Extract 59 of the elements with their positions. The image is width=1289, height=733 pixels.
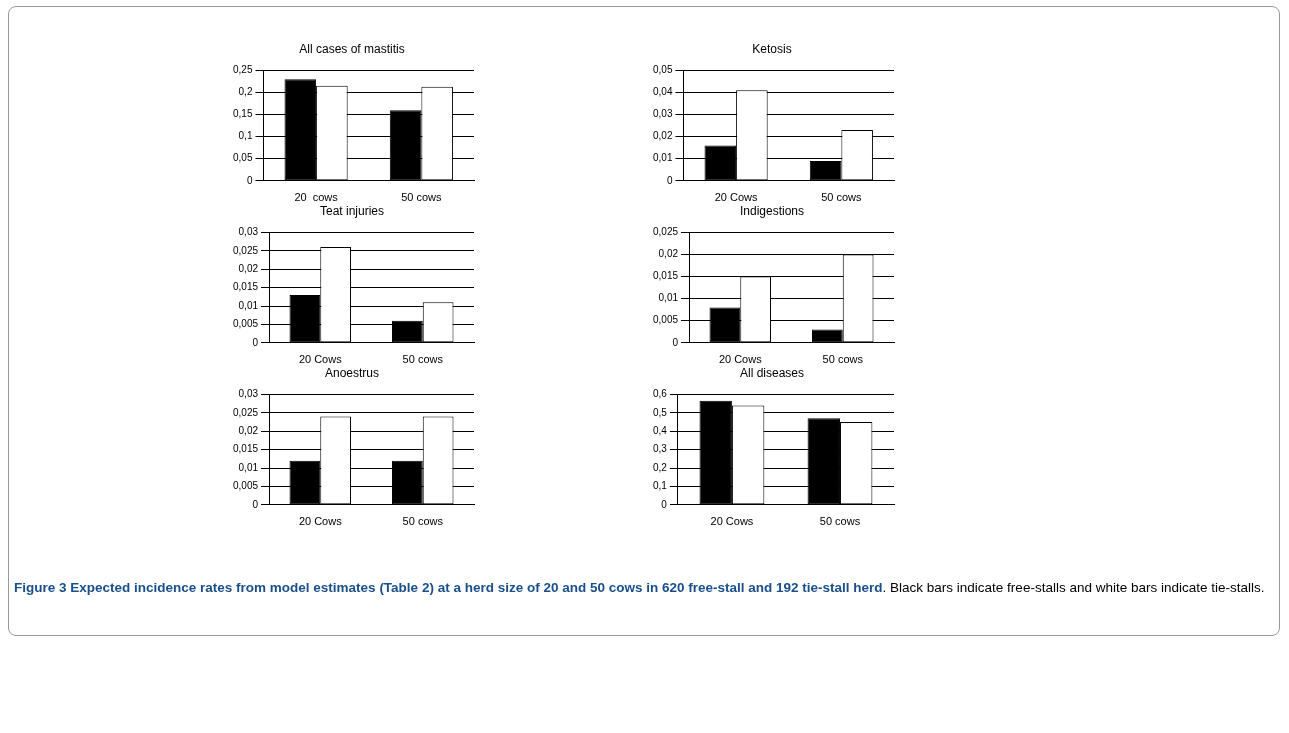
y-tick-label: 0,5 [653, 406, 668, 418]
chart-title: Anoestrus [324, 365, 380, 380]
x-tick-label: 20 cows [294, 191, 339, 204]
y-tick-label: 0,015 [232, 281, 259, 293]
y-tick-label: 0,005 [232, 318, 259, 330]
y-tick-label: 0,01 [658, 292, 679, 304]
y-tick-label: 0,015 [232, 443, 259, 455]
y-tick-label: 0,05 [232, 152, 253, 164]
y-tick-label: 0,3 [653, 443, 668, 455]
y-tick-label: 0,015 [652, 270, 679, 282]
x-tick-label: 20 Cows [714, 191, 758, 204]
y-tick-label: 0,01 [652, 152, 673, 164]
x-tick-label: 20 Cows [298, 515, 343, 528]
y-tick-label: 0 [666, 174, 673, 186]
chart-title: Indigestions [739, 203, 805, 218]
caption: Figure 3 Expected incidence rates from model estimates (Table 2) at a herd size of 20 and 50 cows in 620 free-stall and 192 tie-stall herd [14, 580, 883, 595]
y-tick-label: 0,025 [232, 244, 259, 256]
y-tick-label: 0,01 [238, 461, 259, 473]
y-tick-label: 0 [252, 336, 259, 348]
y-tick-label: 0,02 [238, 262, 259, 274]
y-tick-label: 0 [661, 498, 668, 510]
y-tick-label: 0,03 [652, 108, 673, 120]
x-tick-label: 20 Cows [718, 353, 763, 366]
chart-title: All cases of mastitis [299, 41, 405, 56]
x-tick-label: 20 Cows [710, 515, 754, 528]
chart-title: Teat injuries [319, 203, 385, 218]
text: . Black bars indicate free-stalls and white bars indicate tie-stalls. [882, 580, 1265, 595]
x-tick-label: 50 cows [822, 353, 864, 366]
y-tick-label: 0,02 [658, 248, 679, 260]
x-tick-label: 50 cows [401, 191, 443, 204]
y-tick-label: 0,01 [238, 299, 259, 311]
y-tick-label: 0,03 [238, 388, 259, 400]
x-tick-label: 50 cows [821, 191, 863, 204]
y-tick-label: 0,025 [232, 406, 259, 418]
y-tick-label: 0,6 [653, 388, 668, 400]
y-tick-label: 0,4 [653, 424, 668, 436]
chart-title: Ketosis [752, 41, 792, 56]
y-tick-label: 0,02 [238, 424, 259, 436]
y-tick-label: 0,03 [238, 226, 259, 238]
y-tick-label: 0,025 [652, 226, 679, 238]
y-tick-label: 0,04 [652, 86, 673, 98]
chart-title: All diseases [739, 365, 805, 380]
y-tick-label: 0,25 [232, 64, 253, 76]
y-tick-label: 0 [252, 498, 259, 510]
y-tick-label: 0,005 [652, 314, 679, 326]
y-tick-label: 0,1 [653, 480, 668, 492]
y-tick-label: 0,02 [652, 130, 673, 142]
y-tick-label: 0,2 [238, 86, 253, 98]
x-tick-label: 50 cows [402, 353, 444, 366]
y-tick-label: 0 [246, 174, 253, 186]
x-tick-label: 50 cows [402, 515, 444, 528]
x-tick-label: 50 cows [819, 515, 861, 528]
y-tick-label: 0,05 [652, 64, 673, 76]
y-tick-label: 0,2 [653, 461, 668, 473]
y-tick-label: 0,1 [238, 130, 253, 142]
x-tick-label: 20 Cows [298, 353, 343, 366]
y-tick-label: 0,005 [232, 480, 259, 492]
y-tick-label: 0,15 [232, 108, 253, 120]
y-tick-label: 0 [672, 336, 679, 348]
